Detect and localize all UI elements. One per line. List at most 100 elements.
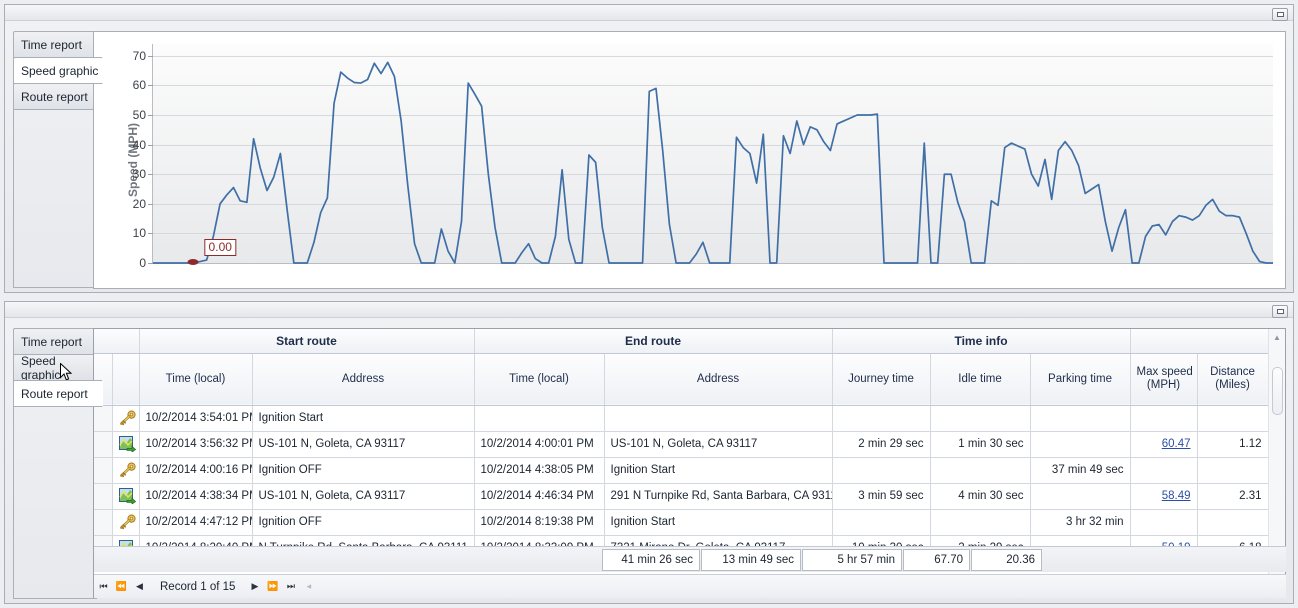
cell-parking-time bbox=[1030, 483, 1131, 510]
key-icon bbox=[119, 410, 136, 426]
record-count-label: Record 1 of 15 bbox=[160, 580, 236, 593]
chart-gridline bbox=[153, 233, 1273, 235]
chart-y-tick-label: 20 bbox=[133, 197, 154, 211]
cell-distance bbox=[1197, 509, 1269, 536]
cell-start-time: 10/2/2014 4:47:12 PM bbox=[139, 509, 253, 536]
col-end-address[interactable]: Address bbox=[604, 353, 833, 406]
table-row[interactable]: 10/2/2014 4:38:34 PM US-101 N, Goleta, CA… bbox=[94, 483, 1269, 510]
row-type-icon-cell bbox=[112, 405, 140, 432]
tab-time-report[interactable]: Time report bbox=[13, 328, 97, 355]
cell-start-address: US-101 N, Goleta, CA 93117 bbox=[252, 431, 475, 458]
tab-label: Speed graphic bbox=[21, 63, 99, 78]
cell-end-time bbox=[474, 405, 605, 432]
group-start-route[interactable]: Start route bbox=[139, 329, 475, 354]
tab-label: Speed graphic bbox=[21, 353, 61, 382]
cell-parking-time bbox=[1030, 405, 1131, 432]
col-idle-time[interactable]: Idle time bbox=[930, 353, 1031, 406]
cell-max-speed[interactable]: 60.47 bbox=[1130, 431, 1198, 458]
scrollbar-thumb[interactable] bbox=[1272, 367, 1283, 415]
row-type-icon-cell bbox=[112, 483, 140, 510]
chart-gridline bbox=[153, 174, 1273, 176]
cell-max-speed bbox=[1130, 405, 1198, 432]
chart-point-value-label: 0.00 bbox=[204, 239, 236, 256]
table-row[interactable]: 10/2/2014 4:00:16 PM Ignition OFF 10/2/201… bbox=[94, 457, 1269, 484]
cell-end-address: 291 N Turnpike Rd, Santa Barbara, CA 931… bbox=[604, 483, 833, 510]
max-speed-link[interactable]: 60.47 bbox=[1161, 438, 1191, 450]
chart-selected-point-marker bbox=[187, 259, 199, 265]
bottom-tabstrip: Time report Speed graphic Route report bbox=[13, 328, 103, 407]
col-start-time[interactable]: Time (local) bbox=[139, 353, 253, 406]
row-selector-cell[interactable] bbox=[94, 405, 113, 432]
row-selector-cell[interactable] bbox=[94, 509, 113, 536]
col-end-time[interactable]: Time (local) bbox=[474, 353, 605, 406]
cell-parking-time: 37 min 49 sec bbox=[1030, 457, 1131, 484]
nav-last-button[interactable]: ⏭ bbox=[286, 581, 295, 591]
cell-journey-time bbox=[832, 405, 931, 432]
restore-icon[interactable] bbox=[1272, 305, 1288, 318]
group-end-route[interactable]: End route bbox=[474, 329, 833, 354]
map-route-icon bbox=[118, 488, 136, 504]
cell-start-time: 10/2/2014 4:38:34 PM bbox=[139, 483, 253, 510]
speed-chart: Speed (MPH) 0 10 20 30 40 50 60 70 0.00 bbox=[93, 31, 1286, 289]
chart-y-tick-label: 30 bbox=[133, 167, 154, 181]
cell-distance: 1.12 bbox=[1197, 431, 1269, 458]
col-max-speed[interactable]: Max speed (MPH) bbox=[1130, 353, 1198, 406]
cell-idle-time bbox=[930, 457, 1031, 484]
restore-icon[interactable] bbox=[1272, 8, 1288, 21]
table-group-header-row: Start route End route Time info bbox=[94, 329, 1269, 354]
group-blank-left bbox=[94, 329, 140, 354]
key-icon bbox=[119, 462, 136, 478]
scroll-up-icon[interactable]: ▲ bbox=[1273, 332, 1281, 342]
cell-end-time: 10/2/2014 4:00:01 PM bbox=[474, 431, 605, 458]
cell-end-address: Ignition Start bbox=[604, 457, 833, 484]
tab-speed-graphic[interactable]: Speed graphic bbox=[13, 57, 103, 84]
speed-graphic-panel: Time report Speed graphic Route report S… bbox=[4, 4, 1294, 293]
table-row[interactable]: 10/2/2014 3:56:32 PM US-101 N, Goleta, CA… bbox=[94, 431, 1269, 458]
row-selector-cell[interactable] bbox=[94, 483, 113, 510]
cell-distance bbox=[1197, 405, 1269, 432]
chart-y-tick-label: 40 bbox=[133, 138, 154, 152]
col-start-address[interactable]: Address bbox=[252, 353, 475, 406]
col-parking-time[interactable]: Parking time bbox=[1030, 353, 1131, 406]
chart-y-tick-label: 70 bbox=[133, 49, 154, 63]
cell-start-time: 10/2/2014 3:56:32 PM bbox=[139, 431, 253, 458]
cell-start-address: Ignition OFF bbox=[252, 457, 475, 484]
tab-route-report[interactable]: Route report bbox=[13, 380, 103, 407]
total-parking-time: 5 hr 57 min bbox=[802, 549, 902, 571]
cell-end-address: US-101 N, Goleta, CA 93117 bbox=[604, 431, 833, 458]
chart-y-tick-label: 50 bbox=[133, 108, 154, 122]
cell-max-speed[interactable]: 58.49 bbox=[1130, 483, 1198, 510]
nav-prev-button[interactable]: ◀ bbox=[136, 581, 143, 591]
max-speed-link[interactable]: 58.49 bbox=[1161, 490, 1191, 502]
cell-end-time: 10/2/2014 4:38:05 PM bbox=[474, 457, 605, 484]
chart-y-tick-label: 0 bbox=[139, 256, 153, 270]
table-row[interactable]: 10/2/2014 3:54:01 PM Ignition Start bbox=[94, 405, 1269, 432]
chart-gridline bbox=[153, 55, 1273, 57]
tab-speed-graphic[interactable]: Speed graphic bbox=[13, 353, 97, 382]
row-type-icon-cell bbox=[112, 457, 140, 484]
tab-route-report[interactable]: Route report bbox=[13, 83, 97, 110]
col-journey-time[interactable]: Journey time bbox=[832, 353, 931, 406]
cell-max-speed bbox=[1130, 509, 1198, 536]
cell-idle-time bbox=[930, 405, 1031, 432]
grid-panel-titlebar bbox=[5, 302, 1293, 318]
nav-prev-page-button[interactable]: ⏪ bbox=[115, 581, 127, 591]
record-navigator: ⏮ ⏪ ◀ Record 1 of 15 ▶ ⏩ ⏭ ◂ bbox=[94, 574, 1286, 598]
chart-y-axis-label: Speed (MPH) bbox=[126, 122, 141, 198]
nav-next-button[interactable]: ▶ bbox=[251, 581, 258, 591]
col-distance[interactable]: Distance (Miles) bbox=[1197, 353, 1269, 406]
row-type-icon-cell bbox=[112, 431, 140, 458]
cell-start-address: US-101 N, Goleta, CA 93117 bbox=[252, 483, 475, 510]
cell-parking-time: 3 hr 32 min bbox=[1030, 509, 1131, 536]
row-selector-cell[interactable] bbox=[94, 431, 113, 458]
group-time-info[interactable]: Time info bbox=[832, 329, 1131, 354]
chart-gridline bbox=[153, 144, 1273, 146]
tab-time-report[interactable]: Time report bbox=[13, 31, 97, 58]
nav-next-page-button[interactable]: ⏩ bbox=[267, 581, 278, 591]
map-route-icon bbox=[118, 436, 136, 452]
table-row[interactable]: 10/2/2014 4:47:12 PM Ignition OFF 10/2/201… bbox=[94, 509, 1269, 536]
row-selector-cell[interactable] bbox=[94, 457, 113, 484]
nav-first-button[interactable]: ⏮ bbox=[99, 581, 107, 591]
total-max-speed: 67.70 bbox=[903, 549, 970, 571]
route-report-grid: Start route End route Time info Time (lo… bbox=[93, 328, 1286, 598]
